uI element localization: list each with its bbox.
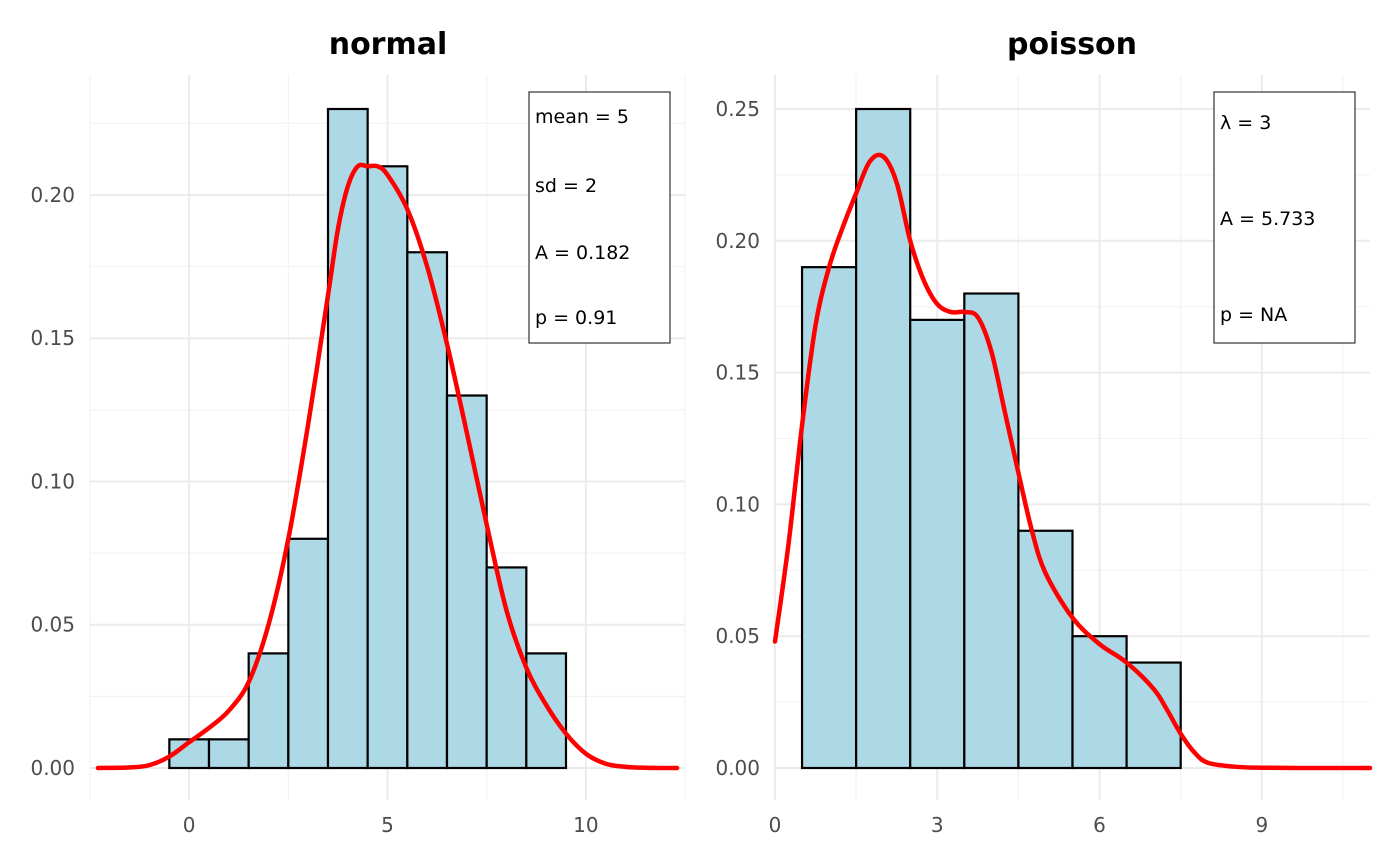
histogram-bar	[525, 652, 568, 770]
histogram-bar	[445, 394, 488, 770]
chart-title: normal	[329, 27, 448, 62]
chart-panel-normal: 0.00 0.05 0.10 0.15 0.20 0 5 10 normal mean = 5 sd…	[30, 27, 686, 837]
histogram-bar	[909, 318, 966, 770]
y-tick-label: 0.15	[715, 361, 760, 385]
x-tick-label: 5	[381, 813, 394, 837]
histogram-bar	[800, 266, 858, 770]
stats-line: p = 0.91	[535, 307, 617, 329]
chart-panel-poisson: 0.00 0.05 0.10 0.15 0.20 0.25 0 3 6 9 poisson λ = 3…	[715, 27, 1373, 837]
x-tick-label: 6	[1093, 813, 1106, 837]
histogram-bar	[287, 537, 330, 770]
histogram-bar	[366, 165, 409, 770]
y-tick-label: 0.00	[715, 756, 760, 780]
stats-line: A = 5.733	[1220, 208, 1315, 230]
y-tick-label: 0.20	[30, 183, 75, 207]
y-tick-label: 0.20	[715, 229, 760, 253]
stats-line: mean = 5	[535, 106, 629, 128]
stats-line: sd = 2	[535, 175, 597, 197]
stats-box	[528, 91, 671, 344]
x-tick-label: 0	[183, 813, 196, 837]
density-curve	[772, 152, 1373, 771]
stats-line: p = NA	[1220, 304, 1287, 326]
y-tick-label: 0.10	[30, 469, 75, 493]
histogram-bar	[406, 251, 449, 770]
histogram-bar	[1017, 529, 1074, 770]
x-tick-label: 3	[931, 813, 944, 837]
histogram-bar	[485, 566, 528, 770]
stats-line: λ = 3	[1220, 112, 1271, 134]
y-tick-label: 0.05	[715, 624, 760, 648]
histogram-bar	[207, 738, 250, 770]
histogram-bar	[963, 292, 1020, 770]
y-tick-label: 0.10	[715, 492, 760, 516]
histogram-bar	[855, 107, 912, 770]
y-tick-label: 0.00	[30, 756, 75, 780]
y-tick-label: 0.05	[30, 613, 75, 637]
x-tick-label: 9	[1255, 813, 1268, 837]
histogram-bar	[326, 107, 369, 770]
y-tick-label: 0.25	[715, 97, 760, 121]
y-tick-label: 0.15	[30, 326, 75, 350]
stats-box	[1213, 91, 1356, 344]
x-tick-label: 0	[769, 813, 782, 837]
x-tick-label: 10	[573, 813, 598, 837]
chart-title: poisson	[1007, 27, 1137, 62]
density-curve	[95, 162, 680, 771]
stats-line: A = 0.182	[535, 242, 630, 264]
